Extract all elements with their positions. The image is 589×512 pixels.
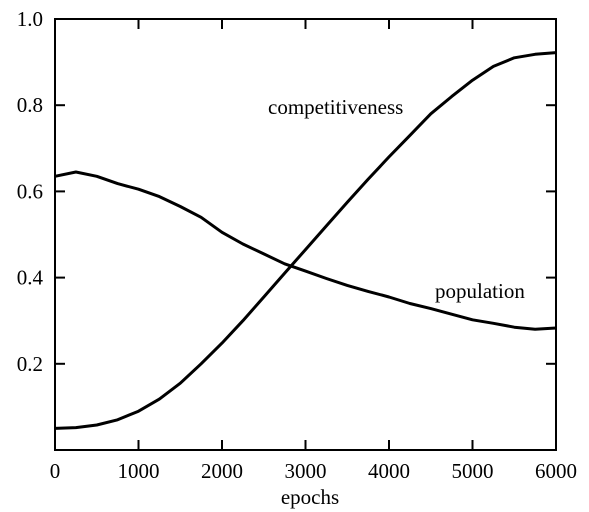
series-line-population <box>54 170 557 331</box>
series-lines <box>54 51 557 430</box>
tick-labels: 0 1000 2000 3000 4000 5000 6000 0.2 0.4 0.6 0.8 1.0 <box>17 7 577 483</box>
plot-frame <box>54 18 557 451</box>
x-axis-label: epochs <box>281 485 339 509</box>
y-tick-label: 0.6 <box>17 179 43 203</box>
x-tick-label: 1000 <box>118 459 160 483</box>
x-tick-label: 5000 <box>452 459 494 483</box>
x-tick-label: 0 <box>50 459 61 483</box>
x-tick-label: 2000 <box>201 459 243 483</box>
series-label-population: population <box>435 279 525 303</box>
x-tick-label: 6000 <box>535 459 577 483</box>
y-tick-label: 0.2 <box>17 352 43 376</box>
x-tick-label: 4000 <box>368 459 410 483</box>
y-tick-label: 1.0 <box>17 7 43 31</box>
y-tick-label: 0.4 <box>17 266 44 290</box>
series-label-competitiveness: competitiveness <box>268 95 403 119</box>
axis-ticks <box>55 19 556 450</box>
series-line-competitiveness <box>54 51 557 430</box>
x-tick-label: 3000 <box>285 459 327 483</box>
y-tick-label: 0.8 <box>17 93 43 117</box>
